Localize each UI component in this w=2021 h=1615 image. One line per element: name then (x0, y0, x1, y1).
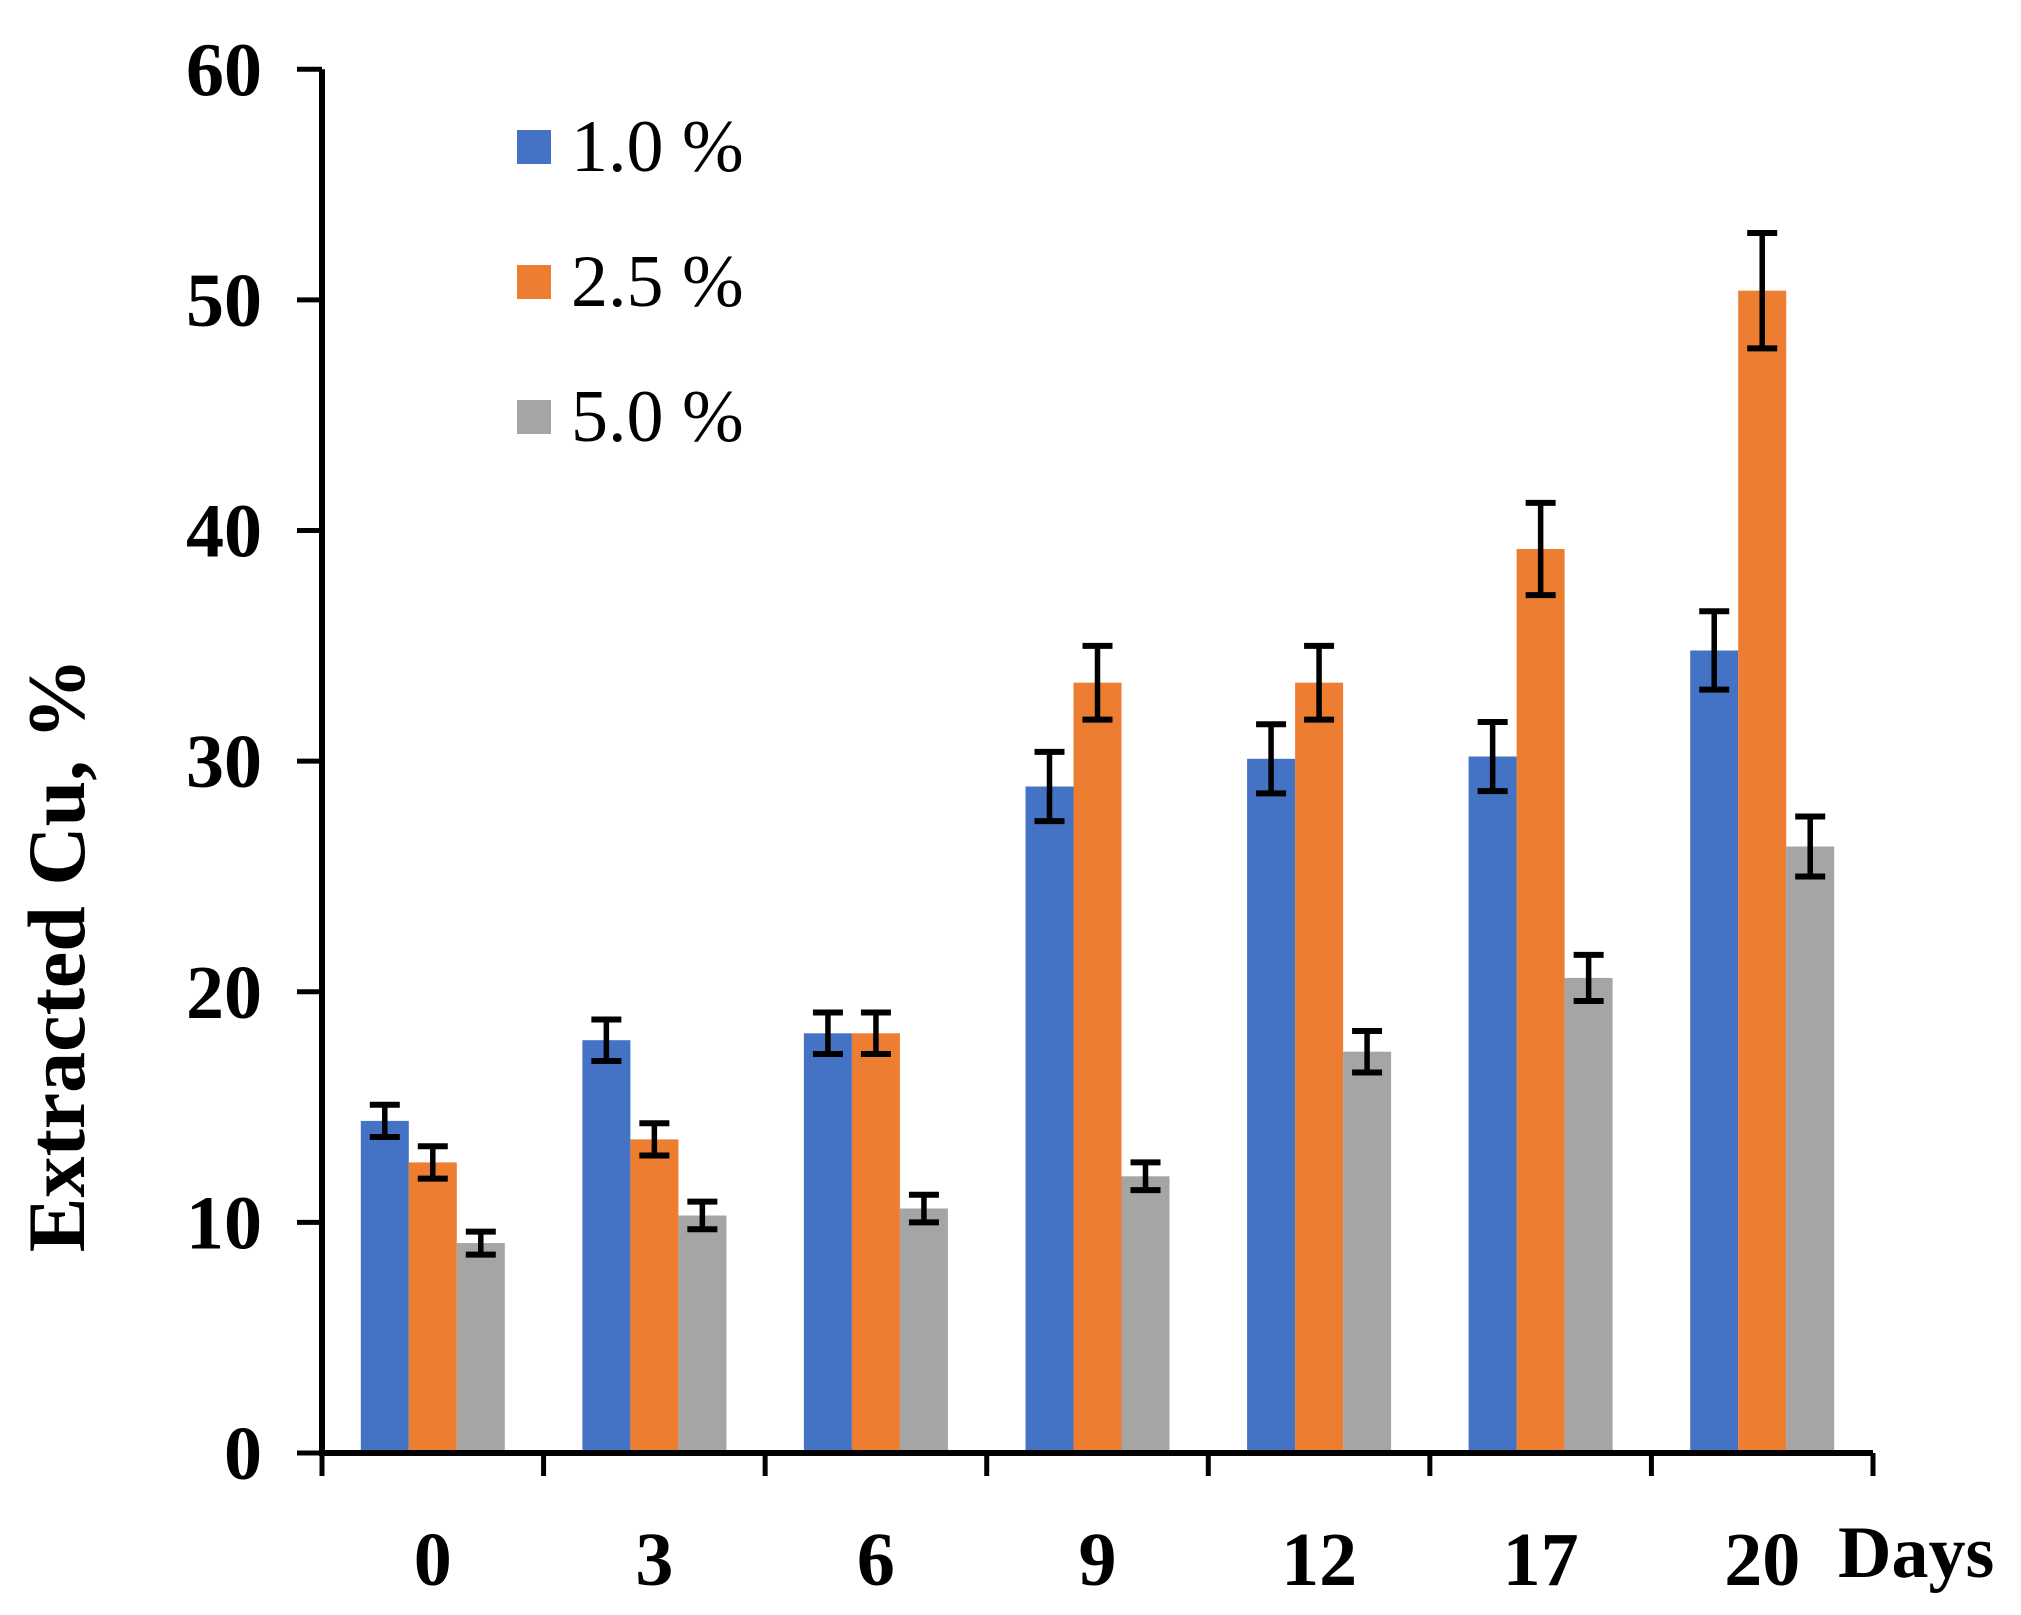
y-tick-label-30: 30 (186, 720, 262, 804)
bar-s2-c4 (1343, 1051, 1392, 1453)
bar-s2-c0 (456, 1243, 505, 1453)
x-tick-label-6: 6 (857, 1518, 895, 1602)
legend-item-3: 5.0 % (517, 372, 744, 462)
y-tick-label-60: 60 (186, 28, 262, 112)
legend-swatch-orange-icon (517, 265, 551, 299)
x-tick-label-20: 20 (1724, 1518, 1800, 1602)
bar-s0-c6 (1690, 650, 1739, 1453)
bar-s0-c1 (582, 1040, 631, 1453)
bar-s1-c5 (1516, 549, 1565, 1453)
bar-s2-c1 (678, 1215, 727, 1453)
bar-s2-c3 (1121, 1176, 1170, 1453)
bar-s2-c6 (1786, 846, 1835, 1453)
legend-label-1: 1.0 % (571, 105, 744, 188)
legend-item-2: 2.5 % (517, 237, 744, 327)
legend-swatch-blue-icon (517, 130, 551, 164)
x-axis-title: Days (1838, 1512, 1995, 1594)
bar-s0-c2 (803, 1033, 852, 1453)
y-tick-label-10: 10 (186, 1181, 262, 1265)
bar-s0-c5 (1468, 756, 1517, 1453)
bar-s1-c4 (1295, 682, 1344, 1453)
legend: 1.0 % 2.5 % 5.0 % (517, 102, 744, 462)
bar-s2-c5 (1564, 977, 1613, 1453)
y-tick-label-0: 0 (224, 1412, 262, 1496)
x-tick-label-17: 17 (1503, 1518, 1579, 1602)
bar-s0-c0 (360, 1120, 409, 1453)
y-tick-label-40: 40 (186, 490, 262, 574)
y-tick-label-20: 20 (186, 951, 262, 1035)
bar-s2-c2 (899, 1208, 948, 1453)
bar-s1-c2 (851, 1033, 900, 1453)
x-tick-label-0: 0 (414, 1518, 452, 1602)
legend-swatch-gray-icon (517, 400, 551, 434)
bar-s1-c1 (630, 1139, 679, 1453)
y-axis-title: Extracted Cu, % (11, 657, 102, 1253)
x-tick-label-3: 3 (635, 1518, 673, 1602)
legend-item-1: 1.0 % (517, 102, 744, 192)
legend-label-2: 2.5 % (571, 240, 744, 323)
x-tick-label-9: 9 (1079, 1518, 1117, 1602)
x-tick-label-12: 12 (1281, 1518, 1357, 1602)
bar-s0-c3 (1025, 786, 1074, 1453)
bar-s0-c4 (1247, 758, 1296, 1453)
bar-s1-c3 (1073, 682, 1122, 1453)
bar-s1-c6 (1738, 290, 1787, 1454)
y-tick-label-50: 50 (186, 259, 262, 343)
bar-s1-c0 (408, 1162, 457, 1453)
legend-label-3: 5.0 % (571, 375, 744, 458)
